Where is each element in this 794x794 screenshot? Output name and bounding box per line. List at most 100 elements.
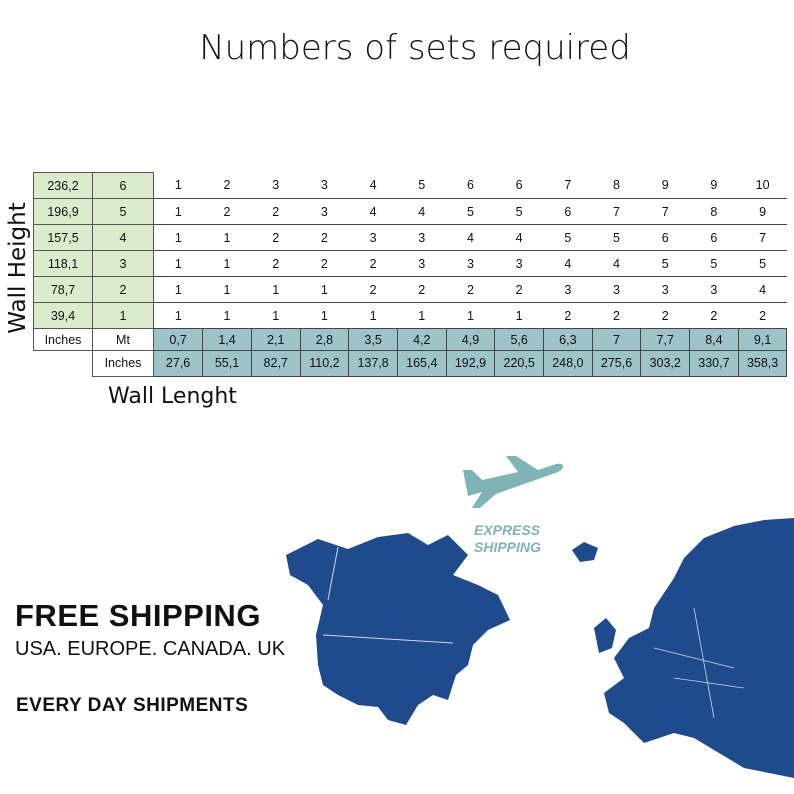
- sets-cell: 5: [446, 198, 495, 225]
- length-mt-cell: 2,1: [250, 328, 301, 351]
- sets-cell: 3: [397, 250, 447, 277]
- sets-cell: 7: [592, 198, 641, 225]
- sets-cell: 3: [397, 224, 447, 251]
- sets-cell: 1: [202, 224, 252, 251]
- sets-cell: 8: [689, 198, 739, 225]
- sets-cell: 1: [153, 250, 203, 277]
- height-inches-cell: 39,4: [33, 302, 93, 329]
- length-inches-cell: 248,0: [543, 350, 593, 377]
- express-line: EXPRESS: [474, 522, 541, 538]
- sets-cell: 1: [300, 276, 349, 303]
- sets-cell: 1: [153, 198, 203, 225]
- length-inches-cell: 55,1: [202, 350, 252, 377]
- sets-cell: 4: [494, 224, 544, 251]
- table-row: 157,5 4 1 1 2 2 3 3 4 4 5 5 6 6 7: [33, 224, 787, 251]
- sets-cell: 1: [153, 302, 203, 329]
- sets-cell: 9: [640, 172, 690, 199]
- sets-cell: 5: [543, 224, 593, 251]
- length-mt-cell: 4,2: [396, 328, 447, 351]
- length-mt-cell: 0,7: [152, 328, 204, 351]
- length-mt-cell: 6,3: [543, 328, 593, 351]
- sets-cell: 3: [689, 276, 739, 303]
- sets-cell: 1: [251, 302, 301, 329]
- sets-cell: 7: [543, 172, 593, 199]
- length-mt-cell: 5,6: [494, 328, 544, 351]
- sets-cell: 6: [494, 172, 544, 199]
- plane-icon: [463, 456, 564, 508]
- sets-cell: 3: [592, 276, 641, 303]
- north-america-map: [286, 533, 510, 725]
- inches-header: Inches: [33, 328, 93, 351]
- sets-table: 236,2 6 1 2 3 3 4 5 6 6 7 8 9 9 10 196,9 5 1 2 2 3 4 4 5 5 6 7 7 8 9 1…: [33, 172, 788, 377]
- sets-cell: 10: [738, 172, 787, 199]
- sets-cell: 2: [251, 250, 301, 277]
- sets-cell: 1: [494, 302, 544, 329]
- sets-cell: 1: [202, 250, 252, 277]
- sets-cell: 4: [738, 276, 787, 303]
- sets-cell: 3: [446, 250, 495, 277]
- length-inches-cell: 220,5: [494, 350, 544, 377]
- sets-cell: 2: [446, 276, 495, 303]
- mt-header: Mt: [92, 328, 154, 351]
- table-row: 39,4 1 1 1 1 1 1 1 1 1 2 2 2 2 2: [33, 302, 787, 329]
- sets-cell: 2: [348, 250, 398, 277]
- table-row: 78,7 2 1 1 1 1 2 2 2 2 3 3 3 3 4: [33, 276, 787, 303]
- sets-cell: 3: [640, 276, 690, 303]
- sets-cell: 5: [592, 224, 641, 251]
- sets-cell: 5: [640, 250, 690, 277]
- height-mt-cell: 4: [92, 224, 154, 251]
- length-mt-cell: 9,1: [737, 328, 788, 351]
- sets-cell: 2: [543, 302, 593, 329]
- sets-cell: 1: [153, 276, 203, 303]
- sets-cell: 4: [446, 224, 495, 251]
- sets-cell: 3: [300, 172, 349, 199]
- sets-cell: 3: [251, 172, 301, 199]
- length-inches-cell: 27,6: [152, 350, 204, 377]
- sets-cell: 9: [689, 172, 739, 199]
- length-inches-header: Inches: [92, 350, 154, 377]
- height-inches-cell: 236,2: [33, 172, 93, 199]
- table-row: 118,1 3 1 1 2 2 2 3 3 3 4 4 5 5 5: [33, 250, 787, 277]
- express-shipping-label: EXPRESS SHIPPING: [474, 522, 541, 556]
- length-mt-cell: 7: [591, 328, 642, 351]
- height-inches-cell: 157,5: [33, 224, 93, 251]
- every-day-shipments: EVERY DAY SHIPMENTS: [16, 695, 249, 716]
- sets-cell: 5: [689, 250, 739, 277]
- shipping-line: SHIPPING: [474, 539, 541, 555]
- sets-cell: 7: [640, 198, 690, 225]
- table-row: 236,2 6 1 2 3 3 4 5 6 6 7 8 9 9 10: [33, 172, 787, 199]
- sets-cell: 1: [202, 276, 252, 303]
- length-inches-row: Inches 27,6 55,1 82,7 110,2 137,8 165,4 192,9 22…: [34, 350, 788, 377]
- page-title: Numbers of sets required: [199, 28, 631, 68]
- length-mt-row: Inches Mt 0,7 1,4 2,1 2,8 3,5 4,2 4,9 5,6 6,3 7 7,7 8…: [33, 328, 788, 351]
- sets-cell: 7: [738, 224, 787, 251]
- sets-cell: 2: [251, 198, 301, 225]
- sets-cell: 1: [153, 224, 203, 251]
- sets-cell: 4: [348, 198, 398, 225]
- sets-cell: 2: [348, 276, 398, 303]
- sets-cell: 2: [640, 302, 690, 329]
- length-inches-cell: 192,9: [445, 350, 496, 377]
- height-inches-cell: 196,9: [33, 198, 93, 225]
- height-mt-cell: 2: [92, 276, 154, 303]
- length-inches-cell: 110,2: [299, 350, 350, 377]
- sets-cell: 2: [397, 276, 447, 303]
- length-inches-cell: 303,2: [640, 350, 691, 377]
- height-mt-cell: 3: [92, 250, 154, 277]
- length-inches-cell: 137,8: [348, 350, 398, 377]
- wall-length-label: Wall Lenght: [108, 384, 237, 409]
- sets-cell: 8: [592, 172, 641, 199]
- sets-cell: 3: [494, 250, 544, 277]
- sets-cell: 1: [153, 172, 203, 199]
- length-mt-cell: 8,4: [689, 328, 739, 351]
- length-mt-cell: 7,7: [640, 328, 691, 351]
- sets-cell: 6: [640, 224, 690, 251]
- sets-cell: 2: [300, 224, 349, 251]
- sets-cell: 2: [202, 172, 252, 199]
- length-inches-cell: 82,7: [250, 350, 301, 377]
- sets-cell: 1: [300, 302, 349, 329]
- greenland-map: [572, 542, 598, 562]
- sets-cell: 6: [689, 224, 739, 251]
- sets-cell: 5: [494, 198, 544, 225]
